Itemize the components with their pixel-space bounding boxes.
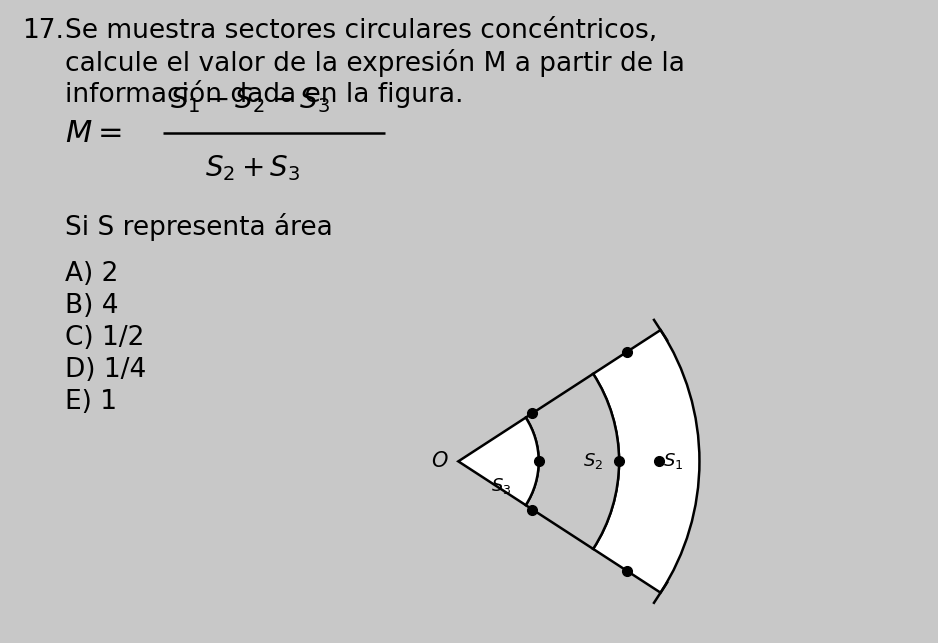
Text: $S_1$: $S_1$ — [663, 451, 684, 471]
Text: D) 1/4: D) 1/4 — [65, 357, 146, 383]
Text: $O$: $O$ — [431, 451, 448, 471]
Text: $S_3$: $S_3$ — [491, 476, 511, 496]
Text: $M =$: $M =$ — [65, 118, 122, 149]
Text: B) 4: B) 4 — [65, 293, 118, 319]
Wedge shape — [459, 417, 538, 505]
Text: $S_2 + S_3$: $S_2 + S_3$ — [205, 153, 300, 183]
Text: E) 1: E) 1 — [65, 389, 117, 415]
Text: calcule el valor de la expresión M a partir de la: calcule el valor de la expresión M a par… — [65, 49, 685, 77]
Text: Si S representa área: Si S representa área — [65, 213, 333, 241]
Wedge shape — [593, 330, 700, 593]
Text: información dada en la figura.: información dada en la figura. — [65, 80, 463, 108]
Text: $S_1 - S_2 - S_3$: $S_1 - S_2 - S_3$ — [170, 86, 330, 115]
Text: Se muestra sectores circulares concéntricos,: Se muestra sectores circulares concéntri… — [65, 18, 658, 44]
Wedge shape — [525, 374, 619, 549]
Text: C) 1/2: C) 1/2 — [65, 325, 144, 351]
Text: A) 2: A) 2 — [65, 261, 118, 287]
Text: $S_2$: $S_2$ — [582, 451, 603, 471]
Text: 17.: 17. — [22, 18, 64, 44]
